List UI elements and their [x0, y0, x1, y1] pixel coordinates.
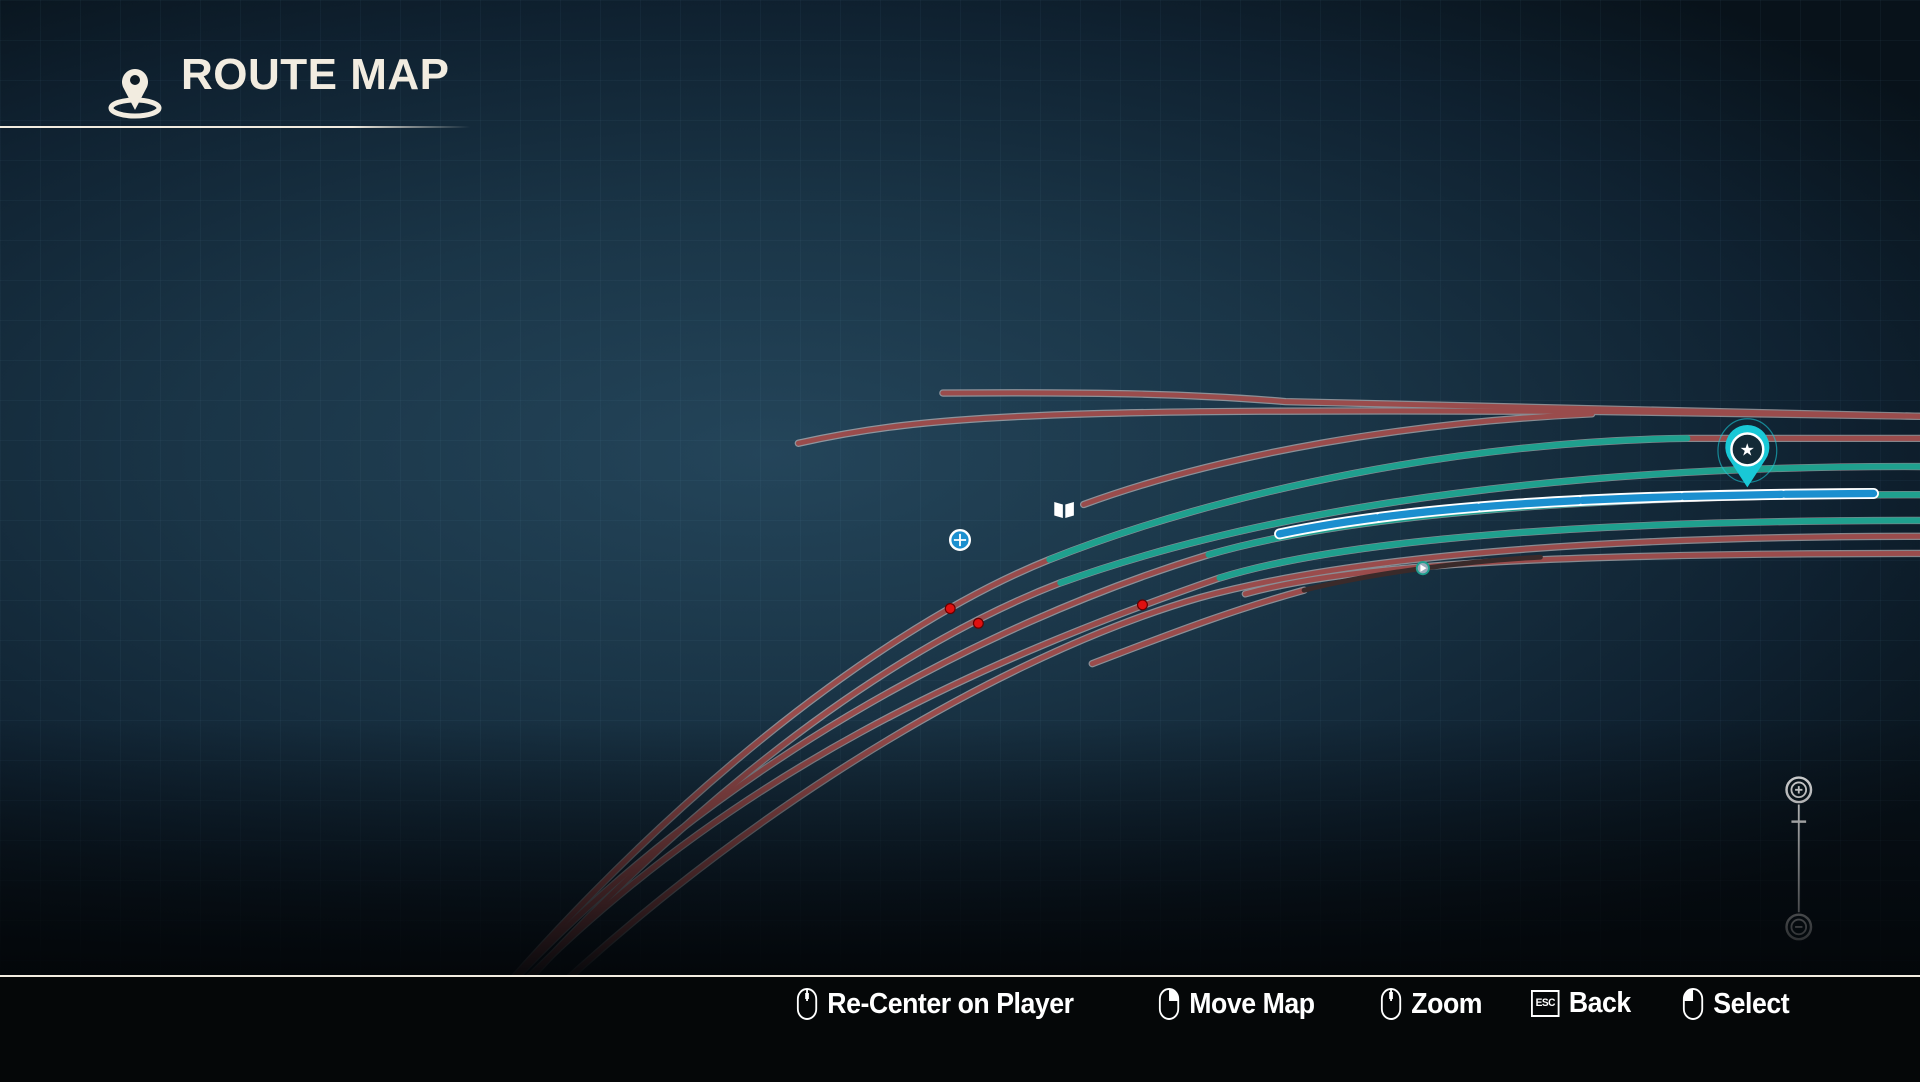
page-title: ROUTE MAP — [181, 50, 450, 99]
track — [1089, 587, 1307, 667]
header-divider — [0, 126, 470, 128]
track — [1242, 551, 1920, 597]
signal-red — [1136, 599, 1148, 611]
hint-select[interactable]: Select — [1682, 987, 1790, 1021]
globe-icon[interactable] — [948, 528, 972, 552]
header: ROUTE MAP — [0, 40, 480, 128]
control-hints-bar: Re-Center on Player Move Map Zoom ESC Ba… — [0, 975, 1920, 1082]
waypoint-arrow-icon[interactable] — [1415, 561, 1430, 576]
active-track — [1216, 517, 1920, 582]
esc-key-icon: ESC — [1531, 990, 1560, 1017]
hint-label: Back — [1568, 987, 1631, 1019]
train — [1275, 489, 1878, 538]
mouse-right-icon — [1158, 988, 1180, 1020]
mouse-wheel-icon — [1380, 988, 1402, 1020]
mouse-middle-icon — [796, 988, 818, 1020]
hint-zoom[interactable]: Zoom — [1380, 987, 1483, 1021]
hint-label: Select — [1713, 987, 1790, 1020]
player-marker[interactable]: ★ — [1717, 418, 1778, 488]
track — [1081, 411, 1595, 507]
book-icon[interactable] — [1054, 502, 1074, 518]
hint-label: Zoom — [1411, 987, 1483, 1020]
active-track — [1046, 435, 1691, 563]
hint-label: Move Map — [1189, 987, 1315, 1020]
hint-move-map[interactable]: Move Map — [1158, 987, 1315, 1021]
hint-label: Re-Center on Player — [827, 987, 1074, 1020]
track — [795, 408, 1920, 446]
hint-back[interactable]: ESC Back — [1531, 987, 1631, 1020]
hint-recenter[interactable]: Re-Center on Player — [796, 987, 1074, 1021]
mouse-left-icon — [1682, 988, 1704, 1020]
active-track — [1057, 463, 1920, 586]
map-pin-icon — [108, 69, 162, 119]
star-icon: ★ — [1740, 440, 1755, 460]
signal-red — [944, 603, 956, 615]
signal-red — [972, 617, 984, 629]
track — [940, 390, 1920, 419]
